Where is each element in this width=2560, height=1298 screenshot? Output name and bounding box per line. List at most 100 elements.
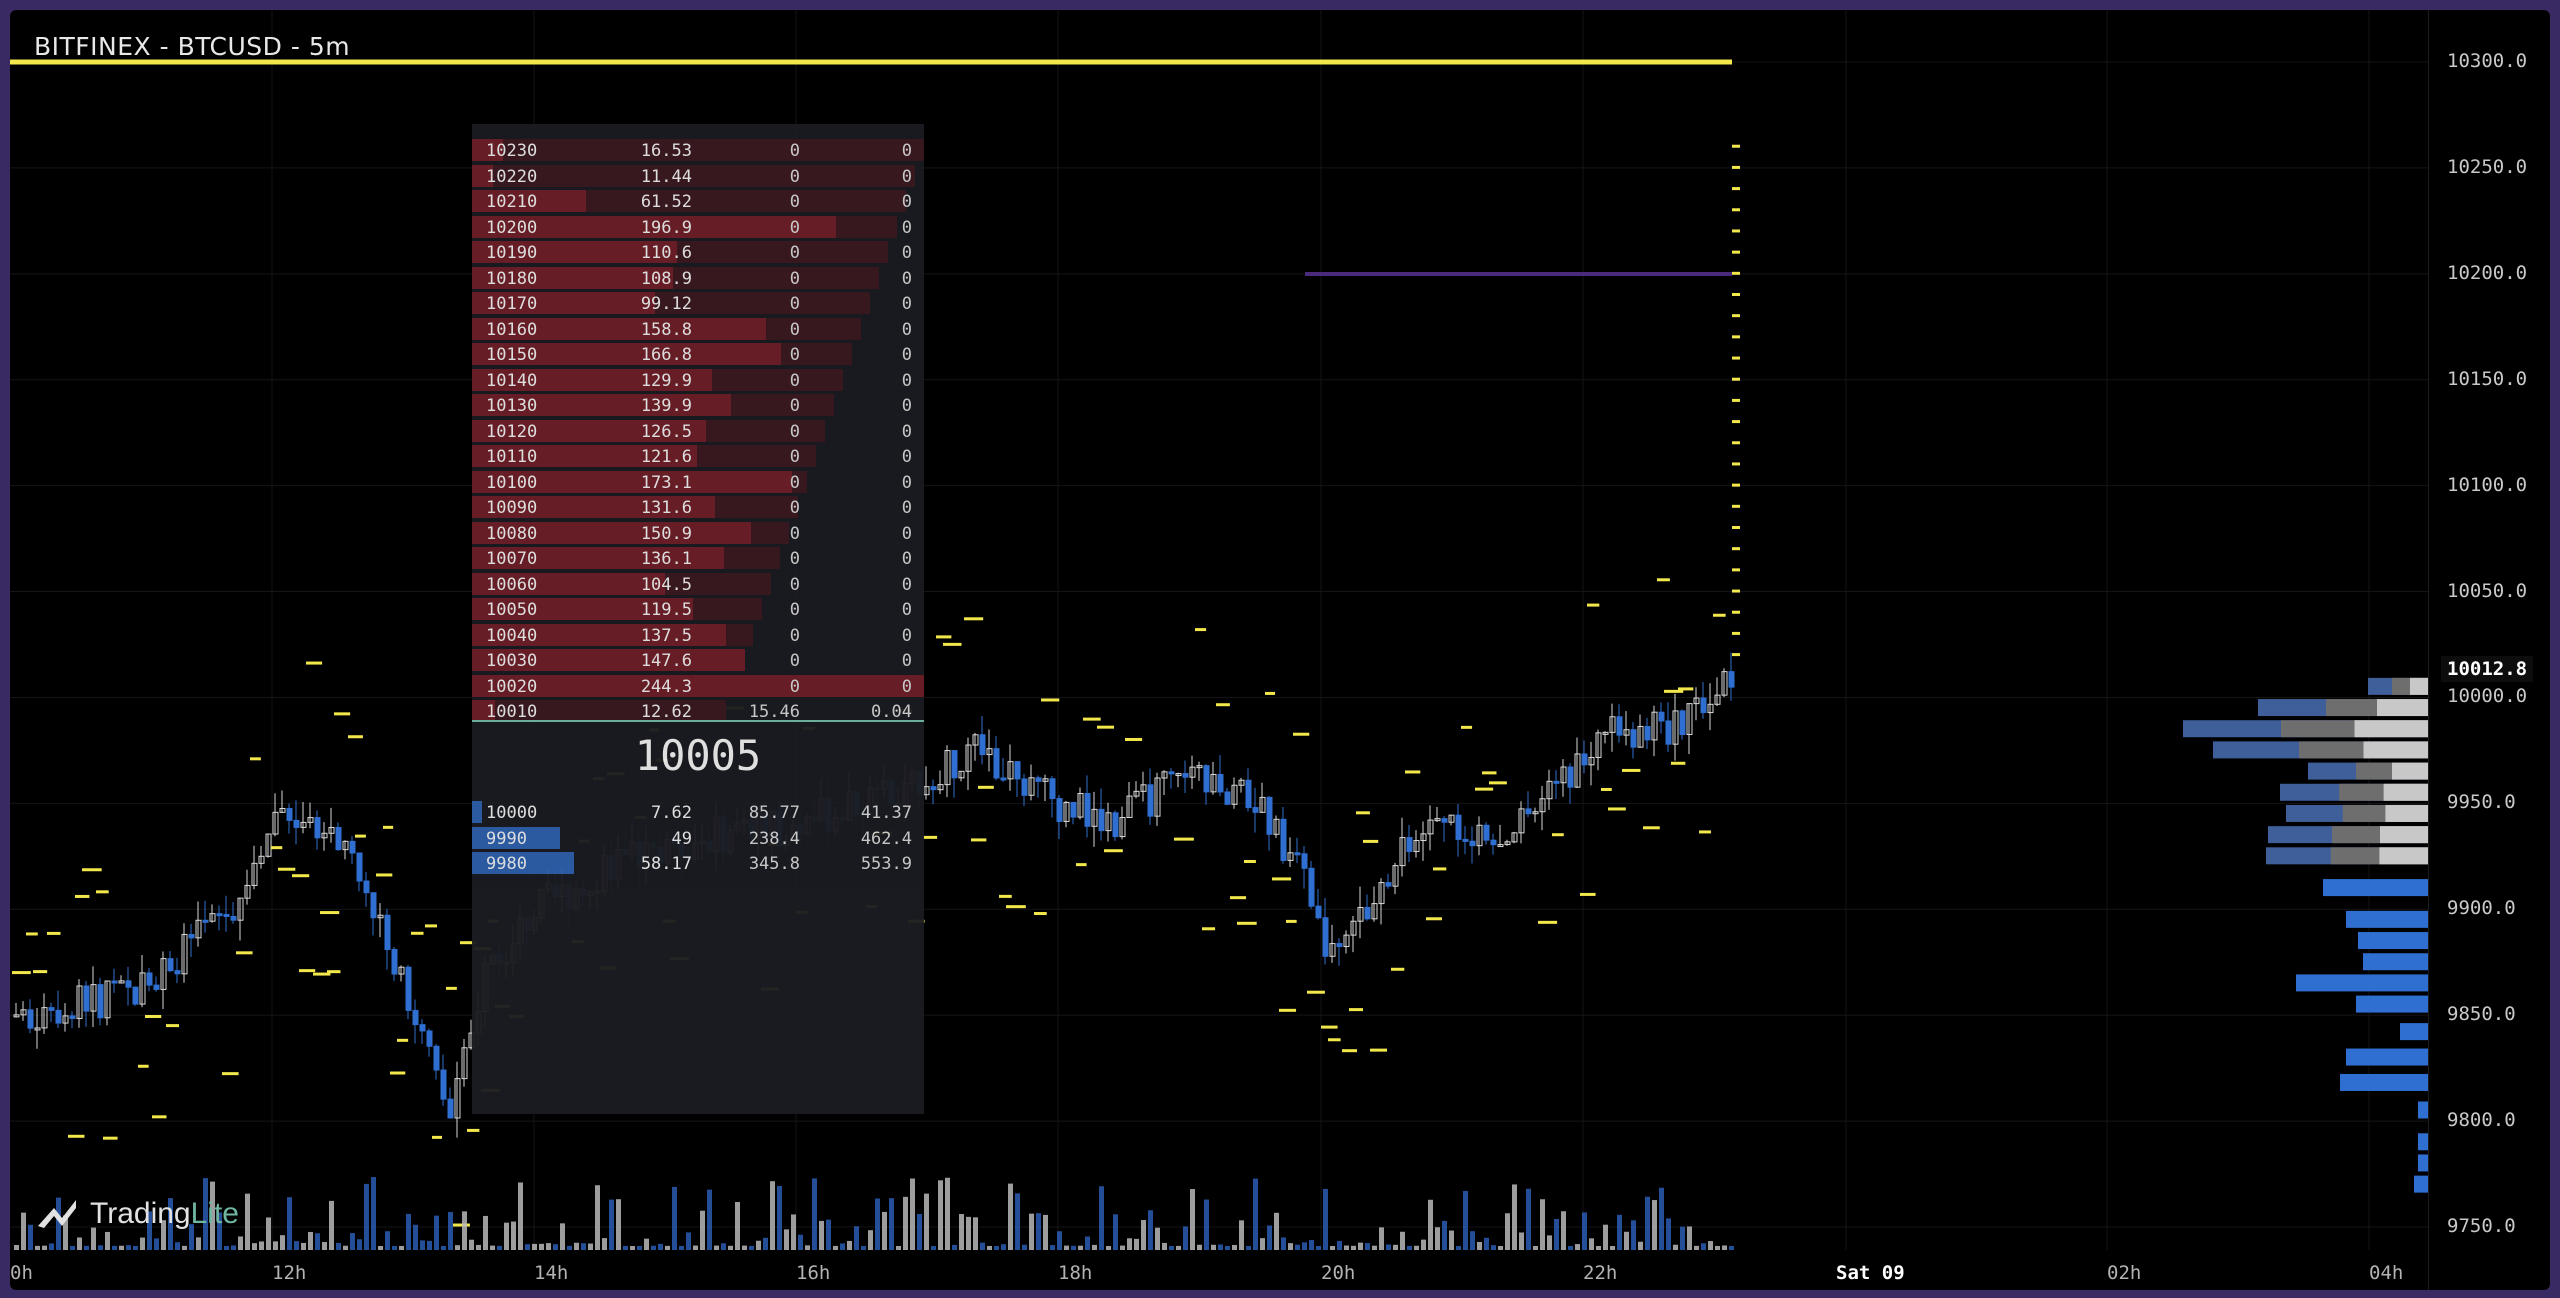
candle [1084,793,1091,827]
heatmap-dash [1732,441,1740,445]
orderbook-bid-row[interactable]: 9990 49 238.4 462.4 [472,826,924,850]
ask-price-cell: 10150 [486,345,538,365]
orderbook-ask-row[interactable]: 10140 129.9 0 0 [472,368,924,392]
volume-bar [504,1222,509,1250]
volume-bar [420,1240,425,1250]
orderbook-ask-row[interactable]: 10160 158.8 0 0 [472,317,924,341]
candle [1070,801,1077,818]
candle [426,1030,433,1047]
candle [202,919,209,923]
candle [1105,812,1112,832]
volume-bar [833,1245,838,1250]
heatmap-dash [1342,1049,1358,1053]
heatmap-dash [1076,863,1087,867]
candle [1476,824,1483,847]
candle [251,862,258,886]
volume-bar [77,1237,82,1250]
orderbook-ask-row[interactable]: 10180 108.9 0 0 [472,266,924,290]
orderbook-ask-row[interactable]: 10090 131.6 0 0 [472,495,924,519]
orderbook-ask-row[interactable]: 10200 196.9 0 0 [472,215,924,239]
heatmap-dash [1279,1008,1297,1012]
chart-window[interactable]: BITFINEX - BTCUSD - 5m 10300.0 10250.0 102… [10,10,2550,1290]
ask-c3-cell: 0 [789,574,800,595]
candle [1679,710,1686,735]
orderbook-ask-row[interactable]: 10070 136.1 0 0 [472,546,924,570]
heatmap-dash [1732,208,1740,212]
candle [440,1069,447,1100]
ask-size-cell: 121.6 [640,447,692,467]
volume-bar [84,1245,89,1250]
ask-size-cell: 196.9 [640,217,692,238]
volume-bar [1148,1210,1153,1250]
candle [349,840,356,854]
heatmap-dash [320,911,340,915]
heatmap-dash [47,931,61,935]
candle [1175,773,1182,777]
candle [1140,784,1147,792]
volume-bar [1253,1178,1258,1250]
volume-bar [1715,1246,1720,1250]
volume-bar [959,1214,964,1250]
volume-bar [1141,1220,1146,1250]
orderbook-ask-row[interactable]: 10100 173.1 0 0 [472,470,924,494]
orderbook-ask-row[interactable]: 10040 137.5 0 0 [472,623,924,647]
ask-size-cell: 244.3 [640,676,692,697]
candle [125,980,132,988]
volume-bar [294,1241,299,1250]
volume-bar [917,1214,922,1250]
volume-bar [308,1231,313,1250]
volume-bar [1708,1241,1713,1250]
heatmap-dash [222,1072,239,1076]
ask-size-bar [472,292,656,314]
orderbook-ask-row[interactable]: 10120 126.5 0 0 [472,419,924,443]
orderbook-ask-row[interactable]: 10130 139.9 0 0 [472,393,924,417]
volume-bar [1246,1245,1251,1250]
volume-bar [1498,1245,1503,1250]
bid-price-cell: 9980 [486,854,527,874]
volume-bar [1204,1199,1209,1250]
orderbook-bid-row[interactable]: 9980 58.17 345.8 553.9 [472,851,924,875]
orderbook-ask-row[interactable]: 10050 119.5 0 0 [472,597,924,621]
orderbook-ask-row[interactable]: 10230 16.53 0 0 [472,138,924,162]
volume-profile-bar [2383,783,2428,801]
volume-bar [1218,1244,1223,1250]
orderbook-ask-row[interactable]: 10150 166.8 0 0 [472,342,924,366]
heatmap-dash [250,757,261,761]
heatmap-dash [1195,628,1207,632]
volume-bar [651,1245,656,1250]
price-axis[interactable] [2428,10,2550,1290]
orderbook-ask-row[interactable]: 10010 12.62 15.46 0.04 [472,699,924,723]
price-chart[interactable] [10,10,2550,1290]
candle [209,913,216,922]
volume-profile-bar [2358,932,2428,950]
candle [937,784,944,791]
volume-bar [203,1178,208,1250]
orderbook-ask-row[interactable]: 10210 61.52 0 0 [472,189,924,213]
orderbook-ask-row[interactable]: 10060 104.5 0 0 [472,572,924,596]
orderbook-ask-row[interactable]: 10030 147.6 0 0 [472,648,924,672]
orderbook-panel[interactable]: 10230 16.53 0 0 10220 11.44 0 0 10210 61.52 0 0 1020… [472,124,924,1114]
volume-bar [462,1211,467,1250]
volume-bar [1267,1225,1272,1250]
volume-bar [287,1197,292,1250]
candle [1469,840,1476,847]
ask-price-cell: 10080 [486,523,538,544]
orderbook-ask-row[interactable]: 10190 110.6 0 0 [472,240,924,264]
price-tick-label: 10000.0 [2447,685,2528,708]
orderbook-bid-row[interactable]: 10000 7.62 85.77 41.37 [472,800,924,824]
heatmap-dash [271,846,283,850]
candle [398,966,405,975]
candle [314,817,321,839]
ask-c3-cell: 0 [789,396,800,416]
orderbook-ask-row[interactable]: 10110 121.6 0 0 [472,444,924,468]
heatmap-dash [1321,1025,1338,1029]
orderbook-ask-row[interactable]: 10080 150.9 0 0 [472,521,924,545]
heatmap-dash [1286,919,1297,923]
volume-bar [763,1237,768,1250]
orderbook-ask-row[interactable]: 10020 244.3 0 0 [472,674,924,698]
volume-bar [126,1245,131,1250]
candle [1637,725,1644,748]
orderbook-ask-row[interactable]: 10220 11.44 0 0 [472,164,924,188]
candle [1385,882,1392,887]
orderbook-ask-row[interactable]: 10170 99.12 0 0 [472,291,924,315]
